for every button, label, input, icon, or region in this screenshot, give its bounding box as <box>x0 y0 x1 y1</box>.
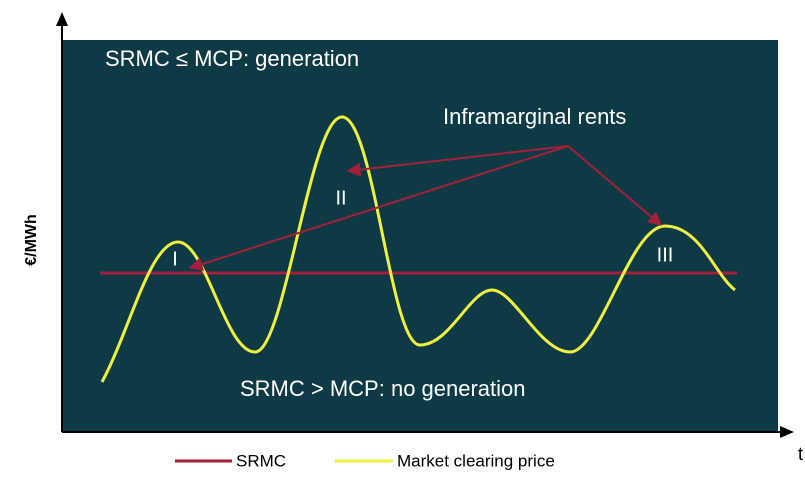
arrow <box>567 145 663 226</box>
top-label: SRMC ≤ MCP: generation <box>105 46 359 71</box>
legend-label: SRMC <box>236 451 286 470</box>
region-label: II <box>335 187 346 209</box>
y-axis-arrow <box>56 12 68 26</box>
region-label: I <box>172 248 178 270</box>
region-label: III <box>657 244 674 266</box>
bottom-label: SRMC > MCP: no generation <box>240 376 526 401</box>
x-axis-label: t <box>798 444 803 464</box>
y-axis-label: €/MWh <box>23 214 40 266</box>
arrow <box>346 145 569 177</box>
arrow <box>188 145 569 271</box>
x-axis-arrow <box>780 426 794 438</box>
plot-area <box>62 40 778 432</box>
annotation: Inframarginal rents <box>443 104 626 129</box>
legend-label: Market clearing price <box>397 451 555 470</box>
